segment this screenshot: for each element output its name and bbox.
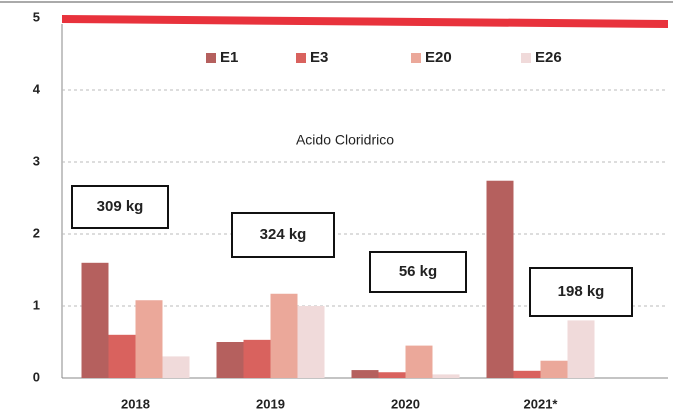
x-tick-label: 2019 xyxy=(256,396,285,411)
bar xyxy=(81,262,109,378)
legend-label: E20 xyxy=(425,49,452,66)
legend-swatch xyxy=(206,53,216,63)
bar xyxy=(351,370,379,378)
chart-title: Acido Cloridrico xyxy=(296,132,394,148)
legend-swatch xyxy=(411,53,421,63)
bar xyxy=(432,374,460,378)
y-tick-label: 4 xyxy=(33,81,41,96)
annotation-box xyxy=(529,267,633,317)
bar xyxy=(513,370,541,378)
legend-label: E1 xyxy=(220,49,238,66)
bar xyxy=(108,334,136,378)
bar xyxy=(378,372,406,378)
y-tick-label: 3 xyxy=(33,153,40,168)
annotation-box xyxy=(369,251,467,293)
bar xyxy=(486,180,514,378)
y-tick-label: 1 xyxy=(33,297,40,312)
x-tick-label: 2021* xyxy=(524,396,559,411)
bar xyxy=(162,356,190,378)
x-tick-label: 2020 xyxy=(391,396,420,411)
y-tick-label: 2 xyxy=(33,225,40,240)
legend-swatch xyxy=(296,53,306,63)
annotation: 198 kg xyxy=(558,283,605,300)
annotation: 324 kg xyxy=(260,226,307,243)
bar xyxy=(216,342,244,378)
legend-label: E3 xyxy=(310,49,328,66)
y-tick-label: 0 xyxy=(33,369,40,384)
annotation-box xyxy=(71,185,169,229)
bar xyxy=(567,320,595,378)
legend-label: E26 xyxy=(535,49,562,66)
y-tick-label: 5 xyxy=(33,9,40,24)
bar xyxy=(540,360,568,378)
top-band xyxy=(62,15,668,28)
annotation: 309 kg xyxy=(97,198,144,215)
bar xyxy=(243,339,271,378)
annotation: 56 kg xyxy=(399,263,437,280)
x-tick-label: 2018 xyxy=(121,396,150,411)
bar xyxy=(270,293,298,378)
annotation-box xyxy=(231,212,335,258)
bar xyxy=(135,300,163,378)
legend-swatch xyxy=(521,53,531,63)
bar xyxy=(297,306,325,378)
bar xyxy=(405,345,433,378)
